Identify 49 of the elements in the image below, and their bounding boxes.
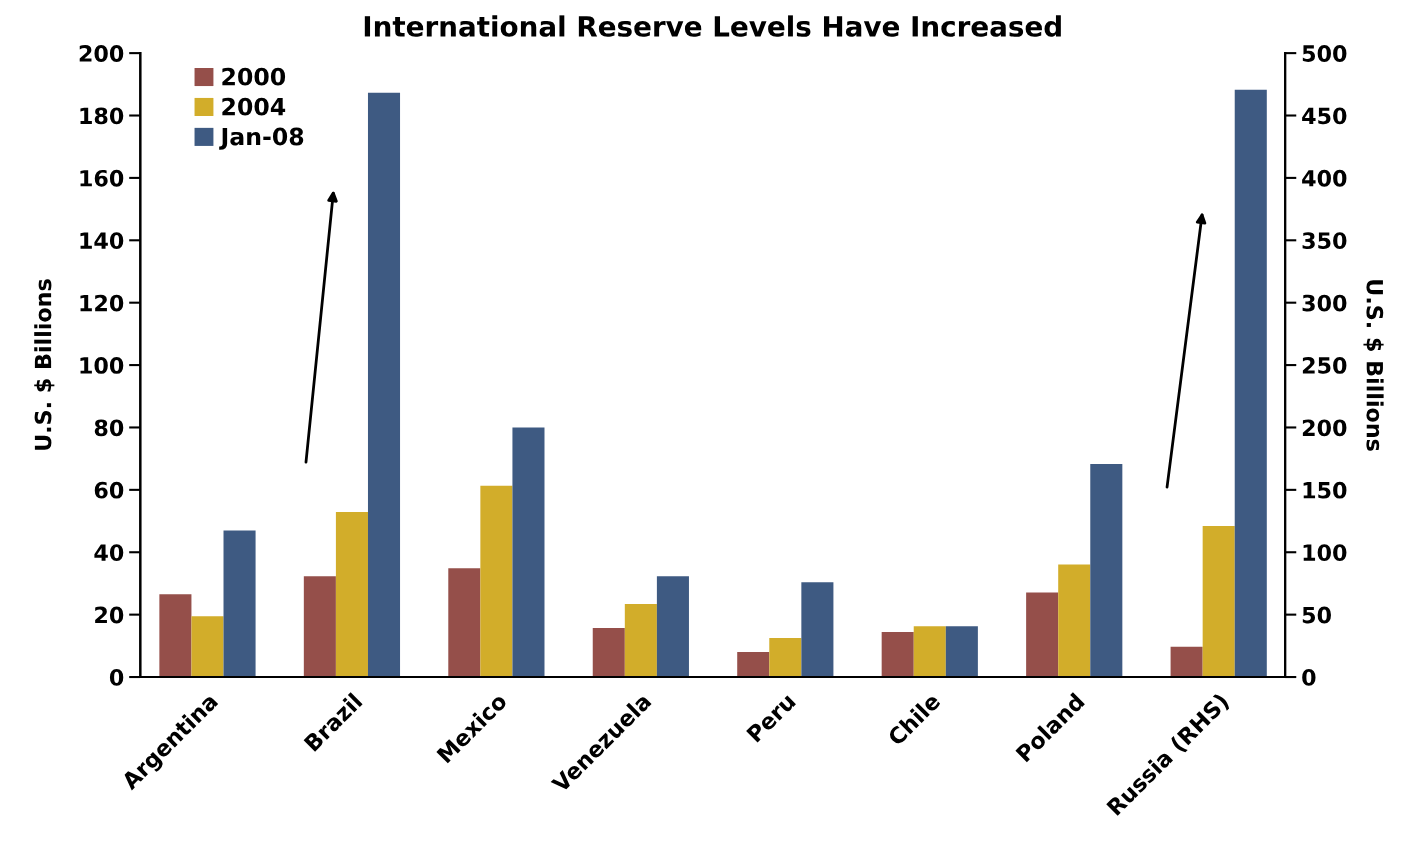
- bar: [223, 530, 256, 678]
- bar: [945, 626, 978, 678]
- bar: [737, 652, 770, 678]
- bar: [367, 92, 401, 678]
- bar: [512, 427, 545, 678]
- y2-axis-title: U.S. $ Billions: [1363, 280, 1384, 451]
- y2-tick-label: 400: [1302, 169, 1347, 187]
- bar: [303, 576, 336, 678]
- y-tick-label: 140: [80, 232, 124, 250]
- y-tick-label: 80: [94, 419, 124, 437]
- bar: [448, 568, 481, 678]
- y-tick-label: 60: [94, 481, 124, 499]
- bar: [1058, 564, 1091, 678]
- y2-tick-label: 0: [1302, 668, 1316, 686]
- bar: [191, 616, 224, 678]
- legend-label: Jan-08: [219, 127, 304, 150]
- y-tick-label: 100: [80, 357, 124, 374]
- y2-tick-label: 500: [1302, 45, 1347, 62]
- y2-tick-label: 100: [1303, 544, 1347, 561]
- bar: [801, 582, 834, 678]
- y-tick-label: 120: [80, 294, 124, 312]
- bar: [335, 512, 368, 678]
- chart-title: International Reserve Levels Have Increased: [364, 15, 1061, 37]
- y2-tick-label: 200: [1302, 419, 1347, 437]
- bar: [769, 638, 802, 678]
- bar: [480, 485, 513, 678]
- bar: [656, 576, 689, 678]
- y2-tick-label: 150: [1303, 481, 1347, 499]
- bar: [881, 632, 914, 678]
- y-tick-label: 40: [94, 544, 124, 561]
- bar: [1090, 463, 1123, 678]
- y-axis-title: U.S. $ Billions: [34, 279, 55, 450]
- bar: [592, 628, 625, 678]
- y2-tick-label: 450: [1302, 107, 1347, 125]
- y-tick-label: 180: [80, 107, 124, 125]
- y-tick-label: 160: [80, 169, 124, 187]
- bar: [159, 594, 192, 678]
- y-tick-label: 0: [109, 668, 124, 686]
- y2-tick-label: 250: [1302, 357, 1347, 374]
- bar: [1026, 592, 1059, 678]
- bar: [624, 604, 657, 678]
- y2-tick-label: 300: [1302, 294, 1347, 312]
- y2-tick-label: 350: [1302, 232, 1347, 250]
- legend-label: 2004: [222, 97, 286, 116]
- y2-tick-label: 50: [1302, 606, 1331, 624]
- legend-label: 2000: [222, 67, 286, 86]
- y-tick-label: 200: [79, 45, 124, 62]
- y-tick-label: 20: [95, 606, 124, 624]
- bar: [913, 626, 946, 678]
